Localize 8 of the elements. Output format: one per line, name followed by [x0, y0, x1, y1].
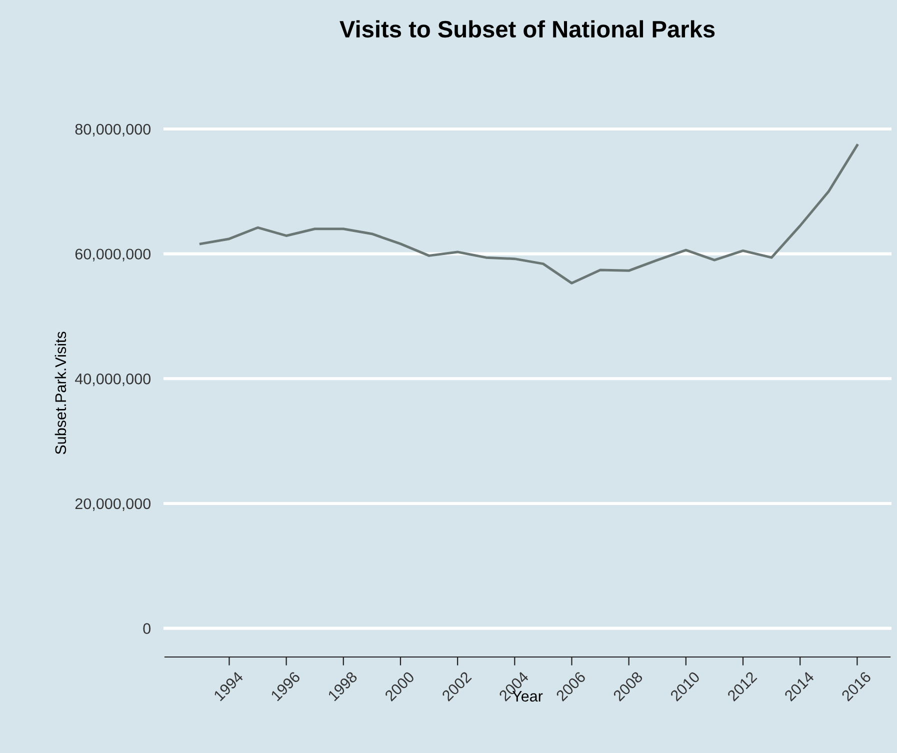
chart-title: Visits to Subset of National Parks — [340, 20, 715, 38]
y-tick-label: 40,000,000 — [75, 374, 151, 386]
y-tick-label: 80,000,000 — [75, 124, 151, 136]
y-tick-label: 0 — [143, 623, 151, 634]
y-tick-label: 20,000,000 — [75, 498, 151, 511]
line-series — [199, 144, 858, 284]
y-tick-label: 60,000,000 — [75, 248, 151, 262]
y-axis-title: Subset.Park.Visits — [54, 332, 66, 454]
